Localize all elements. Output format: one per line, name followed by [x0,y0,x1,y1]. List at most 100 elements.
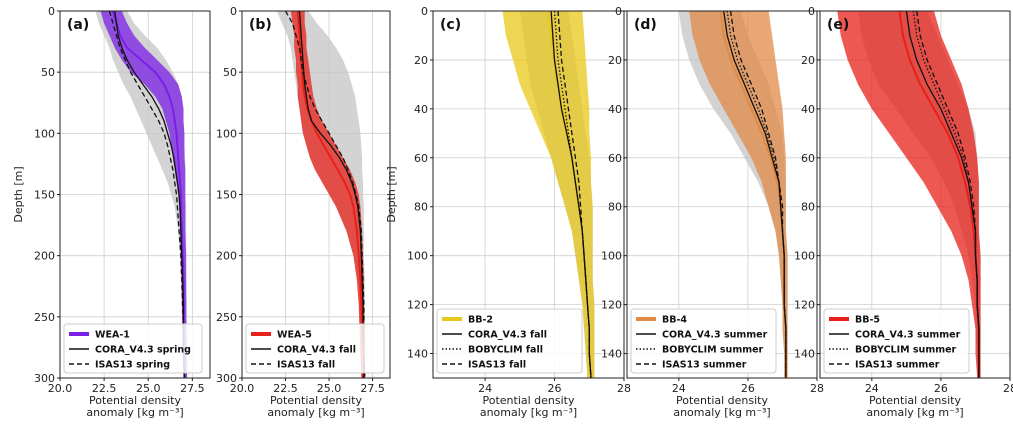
x-axis-label: Potential density [676,394,769,407]
legend-entry: CORA_V4.3 fall [468,330,547,341]
plot-area [433,11,624,378]
y-tick-label: 60 [801,152,815,165]
legend-entry: CORA_V4.3 spring [95,345,191,356]
x-tick-label: 26 [741,382,755,395]
plot-area [242,11,390,378]
legend-box [823,308,970,374]
y-tick-label: 40 [801,103,815,116]
series-line-3 [108,11,186,378]
series-line-3 [284,11,366,378]
y-tick-label: 0 [421,5,428,18]
y-tick-label: 80 [801,201,815,214]
y-tick-label: 50 [223,66,237,79]
y-tick-label: 100 [34,127,55,140]
legend-box [630,308,777,374]
y-tick-label: 0 [808,5,815,18]
y-tick-label: 140 [407,348,428,361]
observed-envelope [290,11,365,378]
legend-entry: BOBYCLIM fall [468,345,543,356]
x-tick-label: 20.0 [230,382,255,395]
legend-entry: BB-4 [662,315,687,326]
legend-entry: BB-5 [855,315,880,326]
panel-label: (c) [440,17,461,33]
y-tick-label: 20 [608,54,622,67]
y-tick-label: 80 [608,201,622,214]
observed-envelope [689,11,788,378]
x-tick-label: 26 [934,382,948,395]
y-tick-label: 300 [34,372,55,385]
legend-entry: ISAS13 fall [468,360,526,371]
x-tick-label: 20.0 [48,382,73,395]
y-axis-label: Depth [m] [12,166,25,222]
legend-box [436,308,583,374]
x-tick-label: 28 [617,382,631,395]
y-tick-label: 0 [48,5,55,18]
y-tick-label: 20 [414,54,428,67]
y-tick-label: 50 [41,66,55,79]
legend-entry: ISAS13 spring [95,360,170,371]
axes-frame [432,10,625,379]
y-tick-label: 200 [216,250,237,263]
x-axis-label-units: anomaly [kg m⁻³] [866,406,963,419]
panel-label: (e) [827,17,849,33]
panel-e: 24 26 28 0 20 40 60 80 100 120 140 Potential densit… [794,5,1013,419]
legend-entry: CORA_V4.3 fall [277,345,356,356]
x-axis-label-units: anomaly [kg m⁻³] [86,406,183,419]
panel-b: 20.0 22.5 25.0 27.5 0 50 100 150 200 250 300 Potent… [216,5,391,419]
y-tick-label: 140 [601,348,622,361]
legend-entry: BOBYCLIM summer [662,345,764,356]
y-tick-label: 60 [414,152,428,165]
x-tick-label: 24 [865,382,879,395]
series-line-3 [726,11,787,378]
x-axis-label: Potential density [270,394,363,407]
observed-envelope [100,11,188,378]
x-axis-label-units: anomaly [kg m⁻³] [480,406,577,419]
x-tick-label: 24 [478,382,492,395]
legend-box [63,323,203,374]
panel-label: (a) [67,17,89,33]
y-tick-label: 120 [407,299,428,312]
x-tick-label: 24 [672,382,686,395]
y-tick-label: 0 [615,5,622,18]
y-axis-label: Depth [m] [385,166,398,222]
x-tick-label: 28 [810,382,824,395]
x-tick-label: 22.5 [273,382,298,395]
y-tick-label: 100 [601,250,622,263]
plot-area [627,11,817,378]
panel-label: (d) [634,17,657,33]
series-line-2 [114,11,186,378]
legend-entry: ISAS13 summer [855,360,940,371]
x-axis-label-units: anomaly [kg m⁻³] [673,406,770,419]
x-tick-label: 25.0 [317,382,342,395]
y-tick-label: 100 [794,250,815,263]
series-line-2 [298,11,365,378]
y-tick-label: 250 [216,311,237,324]
y-tick-label: 120 [601,299,622,312]
y-tick-label: 100 [216,127,237,140]
y-tick-label: 150 [34,189,55,202]
x-axis-label: Potential density [869,394,962,407]
legend-entry: WEA-5 [277,330,312,341]
y-tick-label: 60 [608,152,622,165]
plot-area [820,11,1010,378]
x-tick-label: 28 [1003,382,1013,395]
legend-entry: BOBYCLIM summer [855,345,957,356]
y-tick-label: 0 [230,5,237,18]
x-tick-label: 26 [548,382,562,395]
y-tick-label: 200 [34,250,55,263]
legend-entry: BB-2 [468,315,493,326]
y-tick-label: 120 [794,299,815,312]
x-tick-label: 27.5 [180,382,205,395]
series-line-4 [557,11,592,378]
y-tick-label: 140 [794,348,815,361]
y-tick-label: 150 [216,189,237,202]
panel-a: 20.0 22.5 25.0 27.5 0 50 100 150 200 250 300 Potent… [12,5,211,419]
series-line-1 [111,11,186,378]
y-tick-label: 40 [608,103,622,116]
x-axis-label: Potential density [482,394,575,407]
legend-entry: WEA-1 [95,330,130,341]
observed-envelope [502,11,595,378]
x-axis-label-units: anomaly [kg m⁻³] [267,406,364,419]
y-tick-label: 40 [414,103,428,116]
